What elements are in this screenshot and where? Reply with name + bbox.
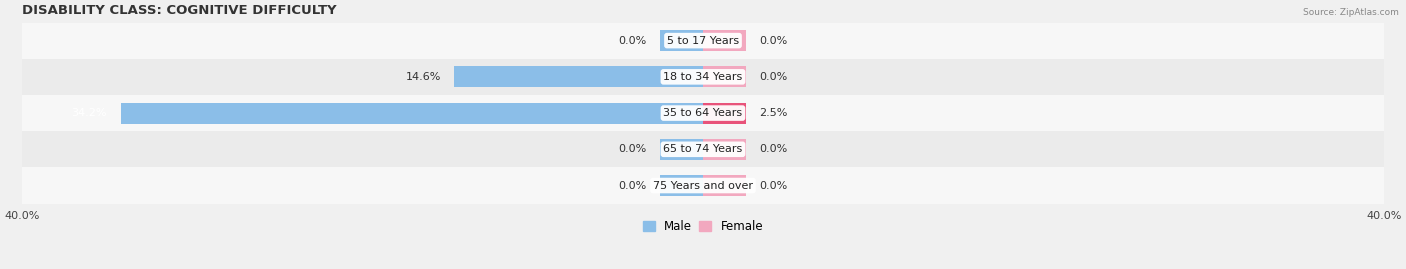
Text: 0.0%: 0.0% — [619, 144, 647, 154]
Text: 0.0%: 0.0% — [619, 180, 647, 190]
Legend: Male, Female: Male, Female — [638, 215, 768, 238]
Text: 35 to 64 Years: 35 to 64 Years — [664, 108, 742, 118]
Bar — [703, 139, 745, 160]
Bar — [22, 95, 1384, 131]
Bar — [703, 66, 745, 87]
Text: DISABILITY CLASS: COGNITIVE DIFFICULTY: DISABILITY CLASS: COGNITIVE DIFFICULTY — [22, 4, 336, 17]
Text: 18 to 34 Years: 18 to 34 Years — [664, 72, 742, 82]
Bar — [22, 59, 1384, 95]
Bar — [703, 102, 745, 123]
Text: 0.0%: 0.0% — [759, 36, 787, 46]
Text: 75 Years and over: 75 Years and over — [652, 180, 754, 190]
Bar — [703, 175, 745, 196]
Bar — [121, 102, 703, 123]
Bar — [661, 139, 703, 160]
Text: 5 to 17 Years: 5 to 17 Years — [666, 36, 740, 46]
Text: 0.0%: 0.0% — [619, 36, 647, 46]
Text: Source: ZipAtlas.com: Source: ZipAtlas.com — [1303, 8, 1399, 17]
Bar — [22, 167, 1384, 204]
Text: 34.2%: 34.2% — [72, 108, 107, 118]
Bar — [22, 131, 1384, 167]
Text: 65 to 74 Years: 65 to 74 Years — [664, 144, 742, 154]
Text: 2.5%: 2.5% — [759, 108, 787, 118]
Bar — [703, 30, 745, 51]
Text: 0.0%: 0.0% — [759, 72, 787, 82]
Bar — [661, 30, 703, 51]
Text: 0.0%: 0.0% — [759, 180, 787, 190]
Text: 0.0%: 0.0% — [759, 144, 787, 154]
Bar — [661, 175, 703, 196]
Bar — [22, 23, 1384, 59]
Text: 14.6%: 14.6% — [405, 72, 440, 82]
Bar — [454, 66, 703, 87]
